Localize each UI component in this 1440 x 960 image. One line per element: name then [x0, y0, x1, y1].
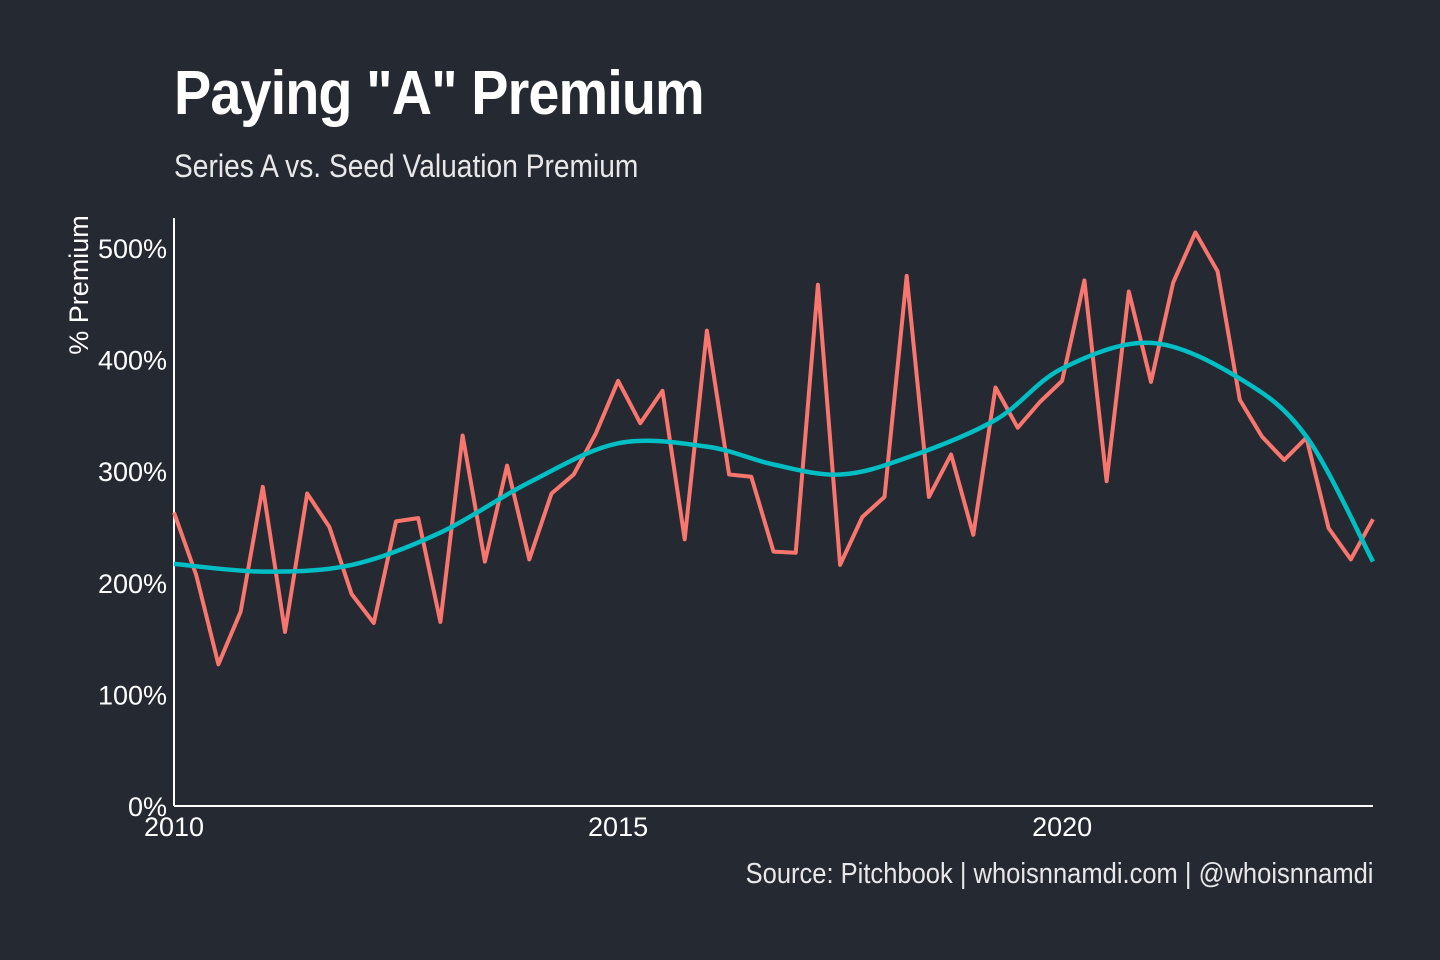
y-axis-label: % Premium — [64, 215, 94, 355]
x-tick-label: 2020 — [1032, 812, 1092, 842]
y-tick-label: 100% — [98, 680, 167, 710]
trend-line — [173, 340, 1375, 574]
axes: 0% 100% 200% 300% 400% 500% 2010 2015 2020 — [98, 218, 1373, 842]
marks — [172, 230, 1375, 667]
chart-caption: Source: Pitchbook | whoisnnamdi.com | @w… — [745, 858, 1373, 890]
chart-subtitle: Series A vs. Seed Valuation Premium — [174, 148, 639, 184]
chart-title: Paying "A" Premium — [174, 59, 705, 128]
y-tick-label: 200% — [98, 569, 167, 599]
y-tick-label: 400% — [98, 346, 167, 376]
x-tick-label: 2010 — [144, 812, 204, 842]
y-tick-label: 300% — [98, 457, 167, 487]
premium-series-line — [172, 230, 1375, 667]
x-tick-label: 2015 — [588, 812, 648, 842]
y-tick-label: 500% — [98, 234, 167, 264]
y-tick-label: 0% — [128, 792, 167, 822]
